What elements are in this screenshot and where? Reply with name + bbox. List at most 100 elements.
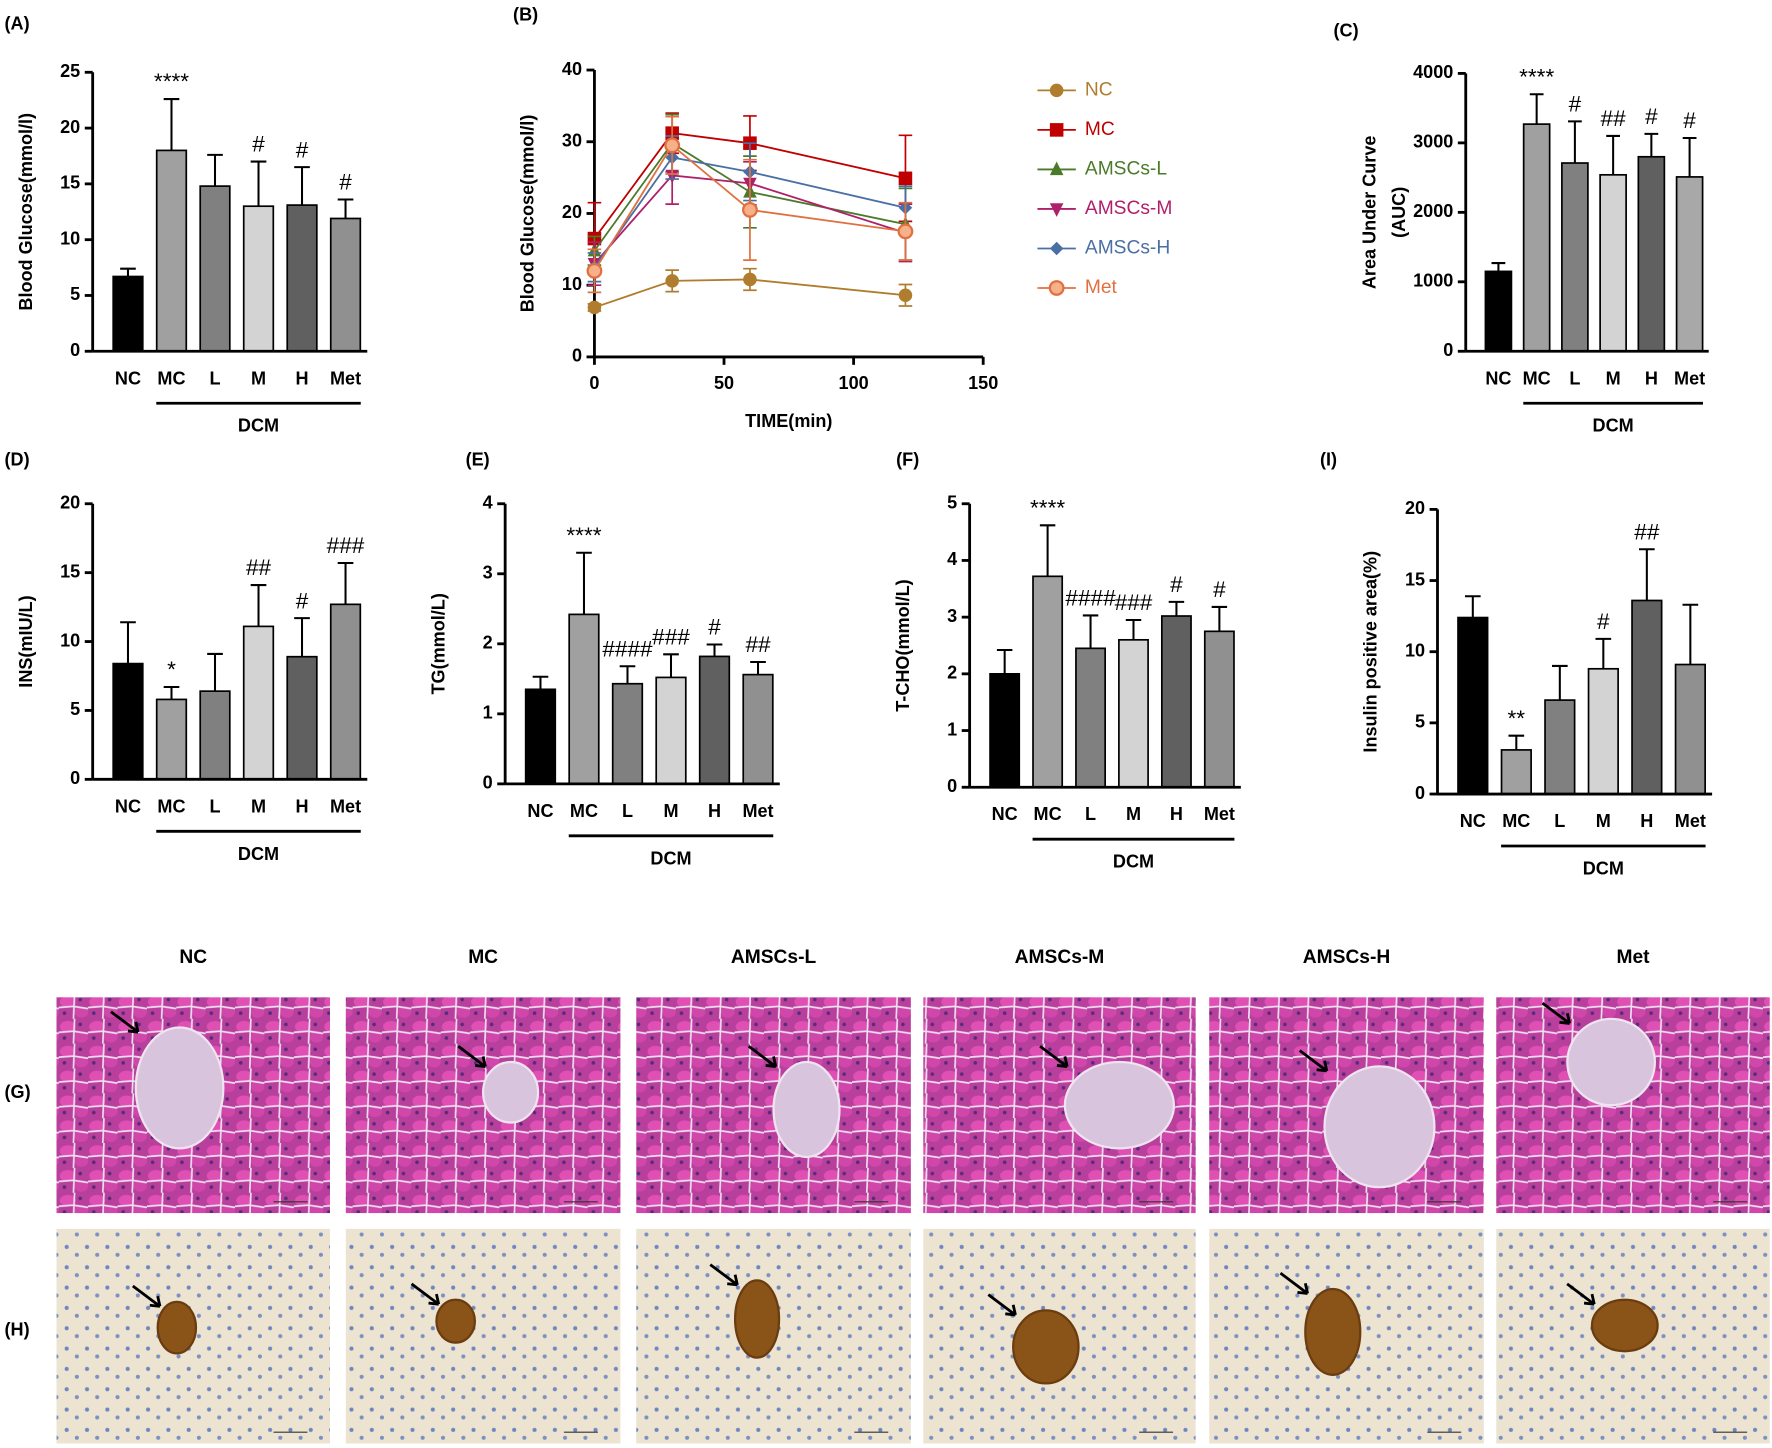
x-tick-label: H [708,801,721,821]
error-bar [750,660,766,675]
x-tick-label: NC [115,796,141,816]
marker [587,300,602,315]
error-bar [1039,524,1056,577]
marker [897,223,914,240]
marker [664,137,681,154]
arrow [747,1045,778,1068]
error-bar [1551,664,1568,701]
islet [1590,1298,1659,1353]
legend-label: NC [1085,79,1113,100]
bar [1599,173,1627,353]
islet [733,1279,781,1359]
x-tick-label: NC [115,368,141,388]
bar [329,603,362,781]
arrow [1279,1272,1309,1295]
error-bar [532,675,549,690]
bar [568,613,600,785]
error-bar [576,551,592,615]
error-bar [120,267,136,277]
islet [1566,1017,1657,1107]
islet [134,1026,225,1150]
x-tick-label: L [1085,804,1096,824]
y-axis-label: Blood Glucose(mmol/l) [518,115,538,313]
micrograph [345,997,621,1214]
y-tick-label: 0 [1443,340,1453,360]
error-bar [294,166,310,206]
column-label: MC [468,947,498,968]
x-tick-label: L [1554,811,1565,831]
y-tick-label: 5 [947,493,957,513]
x-tick-label: M [1606,368,1621,388]
legend-label: MC [1085,119,1115,140]
y-tick-label: 0 [947,776,957,796]
error-bar [337,198,354,219]
x-tick-label: M [251,796,266,816]
significance-label: ** [1508,706,1526,731]
y-tick-label: 4 [947,549,957,569]
y-tick-label: 30 [562,131,582,151]
bar [286,655,318,781]
error-bar [250,584,267,627]
error-bar [1168,600,1185,617]
error-bar [1125,618,1142,640]
bar [1674,663,1706,795]
panel-label: (A) [5,14,30,34]
x-tick-label: H [1640,811,1653,831]
arrow [131,1284,162,1308]
y-tick-label: 1 [483,703,493,723]
y-tick-label: 0 [572,346,582,366]
bar [1203,630,1235,789]
y-tick-label: 10 [60,630,80,650]
bar [1032,575,1064,789]
error-bar [1568,120,1582,164]
group-label: DCM [1113,852,1154,872]
y-tick-label: 1000 [1413,271,1453,291]
significance-label: # [1213,577,1226,602]
x-tick-label: H [1170,804,1183,824]
y-axis-label: Blood Glucose(mmol/l) [16,113,36,311]
x-tick-label: M [251,368,266,388]
x-tick-label: NC [1460,811,1486,831]
bar [1561,162,1589,353]
bar [742,673,774,785]
y-tick-label: 0 [483,773,493,793]
panel-label: (C) [1334,20,1359,40]
y-tick-label: 10 [1405,640,1425,660]
error-bar [337,561,354,605]
x-tick-label: MC [1523,368,1551,388]
x-tick-label: Met [330,796,361,816]
x-tick-label: MC [157,368,185,388]
group-label: DCM [1583,858,1624,878]
bar [524,688,557,785]
y-tick-label: 20 [60,493,80,513]
marker [898,288,913,303]
arrow [1039,1045,1069,1068]
column-label: AMSCs-L [731,947,817,968]
x-tick-label: L [622,801,633,821]
error-bar [1682,137,1697,177]
error-bar [1595,637,1612,669]
marker [1049,203,1064,217]
y-tick-label: 3 [947,606,957,626]
error-bar [1508,734,1525,750]
islet [1012,1309,1080,1385]
column-label: NC [179,947,207,968]
significance-label: * [167,657,176,682]
arrow [457,1045,487,1068]
marker [743,272,757,287]
bar [698,655,731,785]
islet [772,1060,841,1159]
x-tick-label: M [1596,811,1611,831]
error-bar [1606,134,1621,175]
islet [435,1298,477,1344]
panel-label: (D) [5,450,30,470]
x-tick-label: M [1126,804,1141,824]
islet [1063,1060,1175,1150]
significance-label: ## [745,632,771,657]
error-bar [163,98,180,151]
significance-label: # [1683,108,1696,133]
y-tick-label: 2 [947,663,957,683]
x-tick-label: Met [1675,811,1706,831]
y-tick-label: 20 [60,117,80,137]
